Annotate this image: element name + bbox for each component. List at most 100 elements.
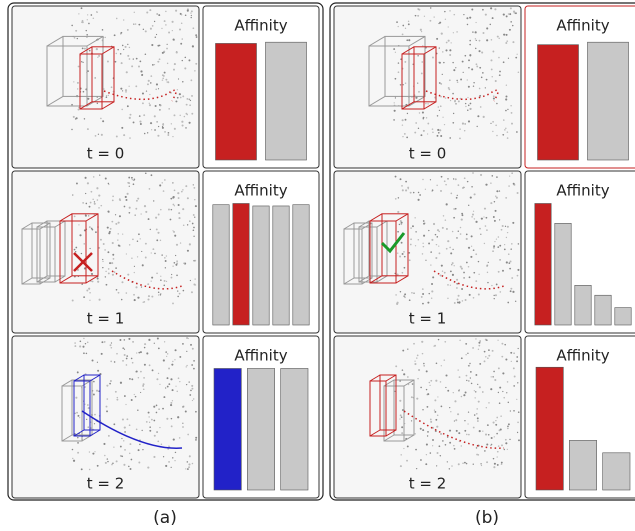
point <box>171 123 172 124</box>
point <box>517 432 518 433</box>
point <box>151 44 153 46</box>
point <box>193 398 194 399</box>
point <box>149 94 150 95</box>
point <box>394 391 395 392</box>
point <box>129 137 131 139</box>
point <box>421 296 423 298</box>
point <box>518 439 520 441</box>
point <box>133 294 135 296</box>
point <box>516 360 518 362</box>
point <box>177 296 179 298</box>
point <box>192 463 194 465</box>
point <box>193 368 195 370</box>
point <box>192 348 194 350</box>
point <box>453 445 455 447</box>
point <box>184 116 186 118</box>
point <box>88 288 90 290</box>
point <box>488 349 490 351</box>
point <box>148 218 150 220</box>
point <box>73 116 75 118</box>
point <box>136 370 138 372</box>
point <box>471 246 472 247</box>
point <box>475 391 476 392</box>
point <box>475 374 477 376</box>
point <box>455 103 456 104</box>
point <box>396 21 398 23</box>
point <box>75 251 76 252</box>
point <box>172 136 173 137</box>
chart-title: Affinity <box>556 17 609 35</box>
point <box>402 119 404 121</box>
point <box>182 189 183 190</box>
point <box>100 205 102 207</box>
point <box>172 400 173 401</box>
point <box>175 255 176 256</box>
point <box>158 348 160 350</box>
point <box>182 426 183 427</box>
point <box>415 449 417 451</box>
point <box>486 39 488 41</box>
point <box>127 29 129 31</box>
point <box>191 291 193 293</box>
point <box>480 106 482 108</box>
point <box>98 207 100 209</box>
point <box>486 27 488 29</box>
point <box>172 204 174 206</box>
point <box>466 463 468 465</box>
point <box>172 30 173 31</box>
point <box>83 243 85 245</box>
point <box>155 217 157 219</box>
point <box>449 407 450 408</box>
point <box>129 212 131 214</box>
point <box>479 40 481 42</box>
point <box>416 468 417 469</box>
point <box>95 231 97 233</box>
point <box>127 274 129 276</box>
point <box>121 438 122 439</box>
point <box>458 463 460 465</box>
point <box>473 464 474 465</box>
point <box>140 123 142 125</box>
point <box>136 428 138 430</box>
point <box>412 383 414 385</box>
point <box>407 445 409 447</box>
scene-label: t = 0 <box>409 145 447 163</box>
point <box>86 353 88 355</box>
point <box>164 20 166 22</box>
point <box>513 367 515 369</box>
point <box>493 295 494 296</box>
point <box>91 228 93 230</box>
point <box>469 363 470 364</box>
point <box>159 384 160 385</box>
point <box>92 281 94 283</box>
point <box>131 399 133 401</box>
point <box>430 7 431 8</box>
point <box>181 191 183 193</box>
point <box>160 240 161 241</box>
point <box>125 196 127 198</box>
scene-image: t = 2 <box>12 336 199 498</box>
point <box>191 385 193 387</box>
point <box>82 346 84 348</box>
point <box>87 128 89 130</box>
point <box>395 52 396 53</box>
point <box>159 427 160 428</box>
point <box>179 381 180 382</box>
point <box>517 54 518 55</box>
point <box>453 113 454 114</box>
point <box>469 276 471 278</box>
point <box>84 118 85 119</box>
point <box>158 373 159 374</box>
point <box>162 127 164 129</box>
point <box>473 86 474 87</box>
point <box>510 21 512 23</box>
point <box>453 32 454 33</box>
point <box>162 74 164 76</box>
point <box>509 176 510 177</box>
scene-image: t = 2 <box>334 336 521 498</box>
point <box>175 10 177 12</box>
point <box>193 214 195 216</box>
point <box>185 410 187 412</box>
point <box>75 247 77 249</box>
point <box>195 34 197 36</box>
